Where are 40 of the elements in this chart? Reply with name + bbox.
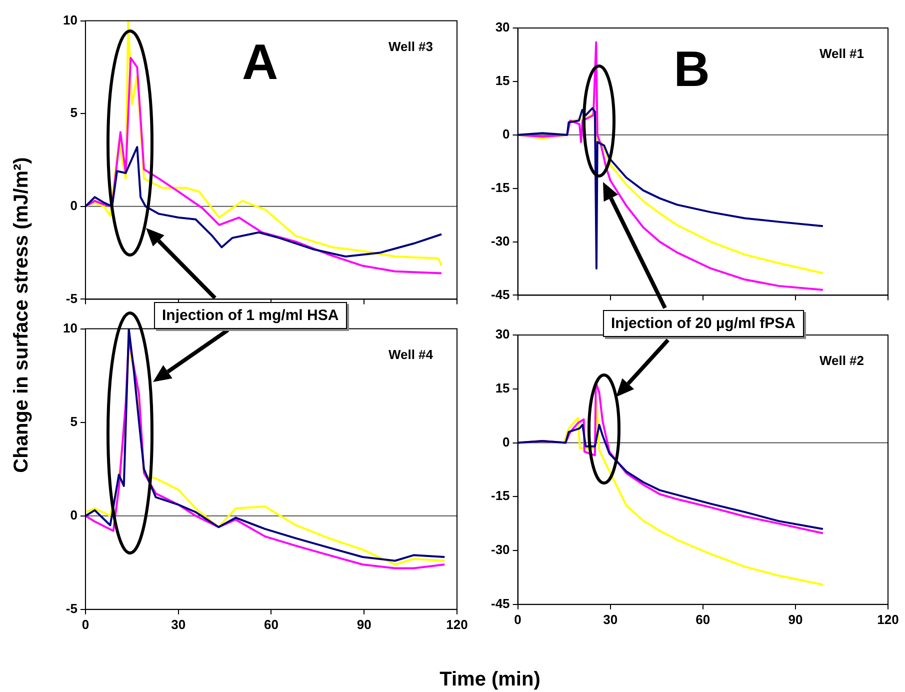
y-tick-label: -5 <box>66 290 78 306</box>
x-tick-label: 0 <box>514 612 522 627</box>
y-tick-label: -45 <box>490 596 510 611</box>
text: Injection of 20 µg/ml fPSA <box>603 310 804 337</box>
y-tick-label: 5 <box>70 414 78 429</box>
chart-title: A <box>242 34 278 90</box>
y-tick-label: -30 <box>490 233 510 248</box>
y-tick-label: 10 <box>62 320 78 336</box>
x-tick-label: 120 <box>877 612 899 627</box>
chart-title: B <box>674 41 710 97</box>
x-tick-label: 60 <box>264 616 278 632</box>
y-tick-label: 0 <box>70 198 78 213</box>
y-tick-label: 30 <box>495 20 510 35</box>
y-tick-label: 5 <box>70 105 78 120</box>
annotation: Well #2 <box>819 353 864 368</box>
y-tick-label: 15 <box>495 380 510 396</box>
y-tick-label: 0 <box>502 434 510 450</box>
x-tick-label: 60 <box>696 612 710 627</box>
y-axis-title: Change in surface stress (mJ/m²) <box>10 157 34 473</box>
annotation: Well #4 <box>388 346 434 362</box>
y-tick-label: -15 <box>490 488 510 504</box>
annotation: Well #1 <box>819 46 864 61</box>
y-tick-label: -15 <box>490 180 510 195</box>
text: Injection of 1 mg/ml HSA <box>154 302 347 329</box>
x-axis-title: Time (min) <box>440 668 540 692</box>
y-tick-label: -45 <box>490 286 510 302</box>
x-tick-label: 120 <box>446 616 468 632</box>
x-tick-label: 90 <box>788 612 803 627</box>
y-tick-label: 0 <box>70 507 78 522</box>
x-tick-label: 90 <box>356 616 372 632</box>
x-tick-label: 30 <box>603 612 618 627</box>
annotation: Well #3 <box>388 38 433 54</box>
y-tick-label: 15 <box>495 73 510 88</box>
x-tick-label: 0 <box>82 616 90 632</box>
y-tick-label: 0 <box>502 126 510 142</box>
y-tick-label: 30 <box>495 326 510 342</box>
y-tick-label: 10 <box>62 12 78 28</box>
y-tick-label: -30 <box>490 542 510 558</box>
y-tick-label: -5 <box>66 600 78 616</box>
x-tick-label: 30 <box>171 616 186 632</box>
